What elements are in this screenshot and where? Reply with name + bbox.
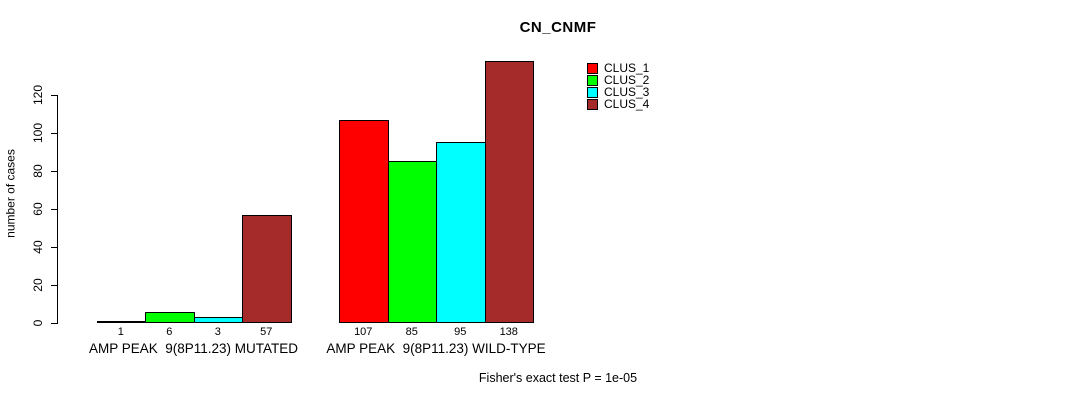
bar-value-label: 138 — [499, 326, 518, 338]
y-tick-label: 20 — [31, 278, 45, 292]
y-tick-label: 0 — [31, 319, 45, 327]
bar-value-label: 6 — [166, 326, 173, 338]
y-tick-label: 100 — [31, 122, 45, 144]
y-tick-label: 40 — [31, 240, 45, 254]
bar — [339, 120, 389, 323]
y-tick — [51, 171, 57, 172]
x-group-label: AMP PEAK 9(8P11.23) WILD-TYPE — [326, 341, 546, 356]
y-tick — [51, 209, 57, 210]
legend-item: CLUS_1 — [587, 62, 649, 74]
bar — [193, 317, 243, 323]
y-tick-label: 60 — [31, 202, 45, 216]
legend-swatch — [587, 86, 598, 98]
legend: CLUS_1 CLUS_2 CLUS_3 CLUS_4 — [587, 62, 649, 110]
chart-title: CN_CNMF — [519, 19, 597, 36]
bar-value-label: 107 — [354, 326, 373, 338]
legend-label: CLUS_4 — [604, 96, 650, 111]
legend-item: CLUS_3 — [587, 86, 649, 98]
legend-label: CLUS_3 — [604, 84, 650, 99]
bar-value-label: 1 — [117, 326, 124, 338]
x-group-label: AMP PEAK 9(8P11.23) MUTATED — [88, 341, 299, 356]
y-tick-label: 120 — [31, 84, 45, 106]
legend-swatch — [587, 74, 598, 86]
bar-value-label: 3 — [214, 326, 221, 338]
legend-label: CLUS_2 — [604, 72, 650, 87]
legend-swatch — [587, 98, 598, 110]
bar — [436, 142, 486, 323]
legend-item: CLUS_4 — [587, 98, 649, 110]
y-tick — [51, 95, 57, 96]
bar-value-label: 85 — [405, 326, 418, 338]
legend-item: CLUS_2 — [587, 74, 649, 86]
bar — [484, 61, 534, 323]
y-tick — [51, 285, 57, 286]
bar-value-label: 57 — [260, 326, 273, 338]
y-axis-line — [57, 95, 58, 324]
y-tick — [51, 133, 57, 134]
y-tick-label: 80 — [31, 164, 45, 178]
annotation-text: Fisher's exact test P = 1e-05 — [478, 371, 638, 385]
bar — [387, 161, 437, 323]
legend-swatch — [587, 62, 598, 74]
bar — [145, 312, 195, 323]
legend-label: CLUS_1 — [604, 60, 650, 75]
bar — [242, 215, 292, 323]
bar-value-label: 95 — [454, 326, 467, 338]
y-tick — [51, 323, 57, 324]
bar — [96, 321, 146, 323]
y-tick — [51, 247, 57, 248]
